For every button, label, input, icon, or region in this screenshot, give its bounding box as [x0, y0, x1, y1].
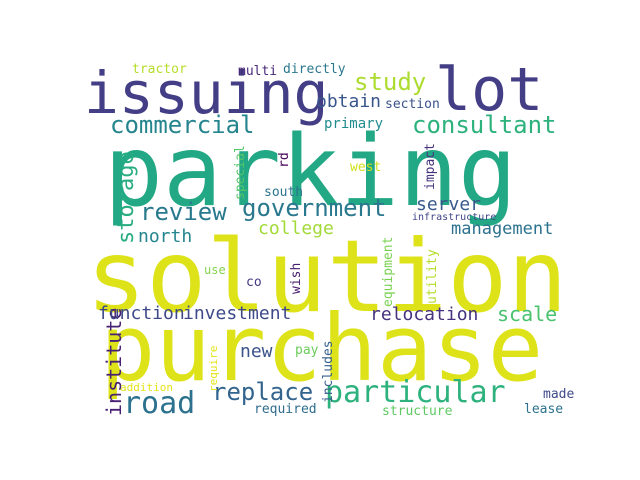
- word-road: road: [123, 386, 196, 421]
- word-study: study: [354, 68, 427, 96]
- word-parking: parking: [104, 115, 518, 229]
- word-wish: wish: [289, 262, 304, 294]
- word-new: new: [240, 341, 273, 362]
- word-structure: structure: [382, 404, 453, 419]
- word-server: server: [416, 194, 482, 215]
- word-require: require: [207, 345, 220, 392]
- word-management: management: [451, 219, 554, 239]
- word-infrastructure: infrastructure: [412, 212, 497, 223]
- word-obtain: obtain: [316, 91, 382, 112]
- word-lot: lot: [435, 55, 544, 125]
- word-section: section: [385, 97, 440, 112]
- word-consultant: consultant: [412, 111, 557, 139]
- word-special: special: [233, 145, 248, 200]
- word-required: required: [254, 402, 317, 417]
- word-includes: includes: [321, 340, 336, 403]
- word-tractor: tractor: [132, 62, 187, 77]
- word-equipment: equipment: [381, 236, 396, 307]
- word-addition: addition: [120, 381, 173, 394]
- word-pay: pay: [295, 343, 319, 358]
- word-utility: utility: [425, 249, 440, 304]
- word-storage: storage: [114, 151, 139, 244]
- word-replace: replace: [212, 378, 314, 406]
- word-west: west: [350, 160, 382, 175]
- word-solution: solution: [86, 218, 568, 335]
- word-investment: investment: [183, 303, 292, 324]
- word-rd: rd: [277, 152, 292, 168]
- word-made: made: [543, 387, 575, 402]
- word-directly: directly: [283, 62, 346, 77]
- word-commercial: commercial: [110, 111, 255, 139]
- word-government: government: [242, 194, 387, 222]
- word-relocation: relocation: [370, 304, 479, 325]
- word-issuing: issuing: [84, 59, 329, 127]
- word-multi: multi: [238, 64, 278, 79]
- word-function: function: [98, 303, 185, 324]
- word-scale: scale: [497, 302, 558, 326]
- word-co: co: [246, 275, 262, 290]
- word-college: college: [258, 218, 334, 239]
- word-use: use: [204, 263, 226, 277]
- word-review: review: [140, 198, 227, 226]
- word-south: south: [264, 185, 304, 200]
- word-primary: primary: [324, 116, 384, 132]
- word-north: north: [138, 226, 193, 247]
- word-lease: lease: [524, 402, 564, 417]
- word-impact: impact: [423, 143, 438, 190]
- word-particular: particular: [325, 375, 506, 410]
- word-purchase: purchase: [100, 295, 544, 402]
